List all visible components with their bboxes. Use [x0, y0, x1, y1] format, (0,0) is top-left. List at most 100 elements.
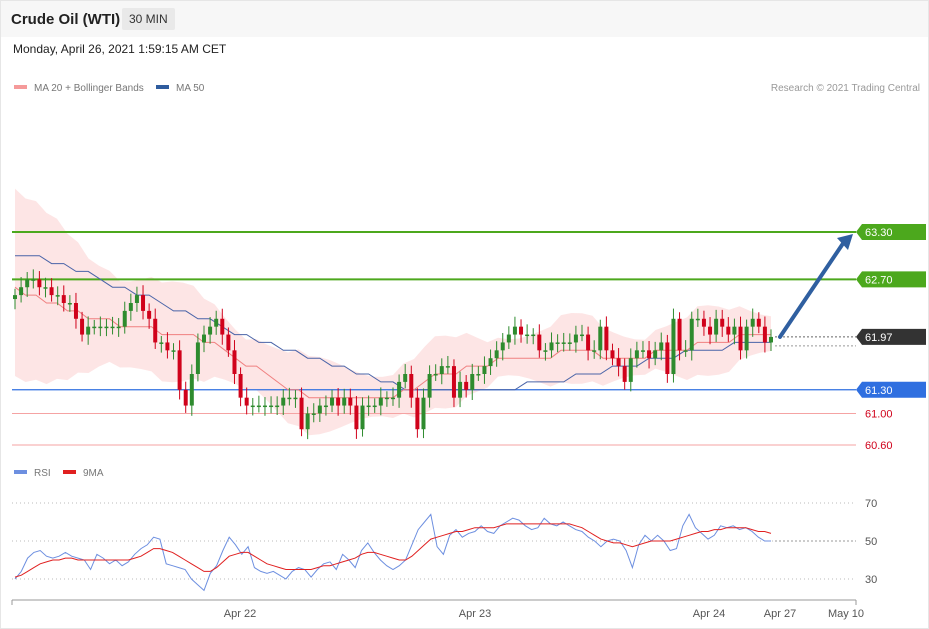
candle [409, 374, 414, 398]
candle [537, 334, 542, 351]
candle [762, 326, 767, 343]
level-label: 61.00 [865, 408, 893, 420]
forecast-arrow [778, 240, 846, 339]
candle [433, 374, 438, 376]
candle [134, 295, 139, 303]
candle [220, 318, 225, 335]
candle [43, 287, 48, 289]
candle [25, 279, 30, 288]
candle [519, 326, 524, 335]
candle [531, 334, 536, 337]
candle [177, 350, 182, 390]
candle [439, 366, 444, 374]
candle [262, 405, 267, 408]
candle [232, 350, 237, 374]
time-axis-label: May 10 [828, 608, 864, 620]
candle [226, 334, 231, 351]
candle [366, 405, 371, 408]
level-tag [856, 271, 926, 288]
candle [708, 326, 713, 335]
candle [13, 295, 17, 300]
candle [67, 303, 72, 305]
level-tag [856, 224, 926, 240]
candle [311, 413, 316, 415]
ma50-line [15, 255, 771, 391]
candle [683, 350, 688, 352]
candle [525, 334, 530, 337]
candle [604, 326, 609, 351]
candle [598, 326, 603, 351]
rsi-ma-legend-label: 9MA [83, 468, 104, 479]
candle [384, 397, 389, 400]
candle [238, 374, 243, 398]
candle [476, 374, 481, 376]
candle [55, 295, 60, 297]
candle [208, 326, 213, 335]
candle [567, 342, 572, 344]
candle [494, 350, 499, 359]
rsi-plot-area: 70 50 30 [12, 498, 877, 592]
candle [445, 366, 450, 368]
candle [348, 397, 353, 406]
candle [622, 366, 627, 382]
candle [323, 405, 328, 408]
candle [573, 334, 578, 343]
candle [342, 397, 347, 406]
candle [482, 366, 487, 374]
candle [592, 350, 597, 352]
candle [98, 326, 103, 329]
rsi-ma-legend-swatch [63, 470, 76, 474]
candle [640, 350, 645, 352]
level-label: 63.30 [865, 227, 893, 239]
rsi-legend-label: RSI [34, 468, 51, 479]
candle [165, 342, 170, 351]
candle [202, 334, 206, 343]
candle [354, 405, 359, 430]
candle [500, 342, 505, 351]
candle [659, 342, 664, 351]
rsi-line [14, 513, 771, 592]
candle [49, 287, 54, 296]
candle [19, 287, 24, 296]
candle [421, 397, 426, 430]
candle [104, 326, 109, 329]
candle [305, 413, 310, 430]
candle [61, 295, 66, 303]
candle [214, 318, 219, 327]
time-axis-label: Apr 22 [224, 608, 256, 620]
time-axis-label: Apr 24 [693, 608, 725, 620]
candle [391, 397, 395, 400]
level-label: 61.30 [865, 385, 893, 397]
last-price-label: 61.97 [865, 332, 893, 344]
candle [628, 358, 633, 382]
candle [464, 381, 469, 390]
candle [470, 374, 475, 390]
candle [634, 350, 639, 359]
level-label: 60.60 [865, 440, 893, 452]
candle [73, 303, 78, 319]
price-plot-area: 63.30 62.70 61.30 61.00 60.60 61.97 [12, 188, 926, 452]
candle [116, 326, 121, 329]
candle [732, 326, 737, 335]
candle [506, 334, 511, 343]
candle [128, 303, 133, 311]
candle [543, 350, 548, 352]
candle [147, 310, 152, 319]
candle [153, 318, 158, 343]
instrument-title: Crude Oil (WTI) [11, 11, 121, 28]
timeframe-button[interactable]: 30 MIN [122, 8, 175, 30]
rsi-tick-label: 70 [865, 498, 877, 510]
candle [714, 318, 719, 335]
candle [403, 374, 408, 382]
candle [360, 405, 365, 430]
rsi-tick-label: 50 [865, 536, 877, 548]
ma20-legend-label: MA 20 + Bollinger Bands [34, 83, 144, 94]
ma20-legend-swatch [14, 85, 27, 89]
last-price-tag [856, 328, 926, 345]
candle [269, 405, 274, 408]
ma50-legend-label: MA 50 [176, 83, 205, 94]
candle [372, 405, 377, 408]
candle [159, 342, 164, 344]
